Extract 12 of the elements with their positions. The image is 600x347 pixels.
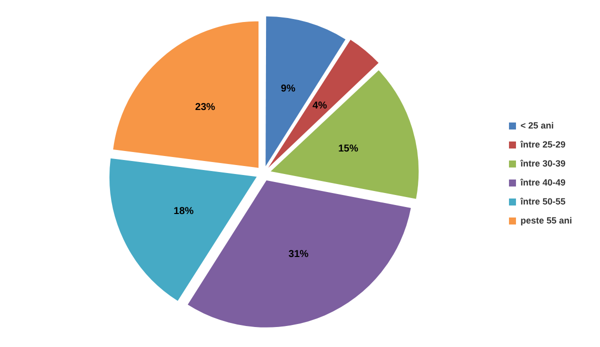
data-label: 31% xyxy=(288,249,309,260)
data-label: 15% xyxy=(338,144,358,155)
data-label: 4% xyxy=(312,100,328,112)
legend-label: < 25 ani xyxy=(520,120,554,130)
legend-label: peste 55 ani xyxy=(520,215,572,226)
legend-label: între 40-49 xyxy=(519,177,566,188)
legend-label: între 25-29 xyxy=(519,139,566,150)
legend-label: între 50-55 xyxy=(519,196,566,206)
legend-label: între 30-39 xyxy=(519,158,566,168)
data-label: 23% xyxy=(195,102,216,114)
data-label: 9% xyxy=(280,84,296,95)
data-label: 18% xyxy=(174,206,194,217)
